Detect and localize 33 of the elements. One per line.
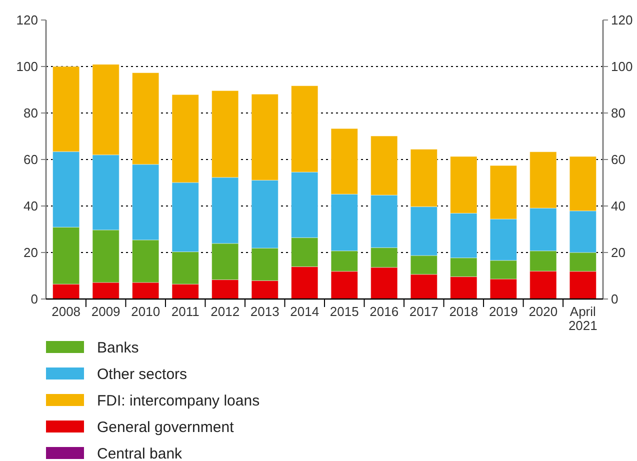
legend-label: Banks [97,339,139,356]
legend-label: Central bank [97,445,183,461]
y-tick-label: 60 [24,152,38,168]
x-tick-label: 2012 [210,304,240,319]
y2-tick-label: 80 [611,106,626,121]
y-tick-label: 40 [24,198,38,214]
x-tick-label: 2013 [250,304,280,319]
x-tick-label: 2018 [449,304,478,319]
y2-tick-label: 40 [611,198,626,214]
y-tick-label: 120 [16,12,38,28]
y-tick-label: 100 [16,59,38,74]
legend-label: Other sectors [97,366,188,383]
y-tick-label: 80 [24,106,38,121]
x-tick-label: 2014 [290,304,320,319]
x-tick-label: 2011 [171,304,200,319]
x-tick-label: 2015 [330,304,359,319]
x-tick-label: 2020 [528,304,558,319]
x-tick-label: 2017 [409,304,438,319]
y-tick-label: 20 [24,245,38,260]
x-tick-label: April 2021 [568,304,598,333]
y2-tick-label: 60 [611,152,626,168]
y2-tick-label: 120 [611,12,633,28]
y2-tick-label: 20 [611,245,626,260]
x-tick-label: 2008 [52,304,81,319]
x-tick-label: 2016 [370,304,399,319]
x-tick-label: 2009 [91,304,120,319]
legend-label: FDI: intercompany loans [97,392,260,410]
y2-tick-label: 0 [611,292,618,307]
x-tick-label: 2010 [131,304,160,319]
x-tick-label: 2019 [488,304,518,319]
y2-tick-label: 100 [611,59,633,74]
y-tick-label: 0 [30,292,38,307]
legend-label: General government [97,418,235,436]
